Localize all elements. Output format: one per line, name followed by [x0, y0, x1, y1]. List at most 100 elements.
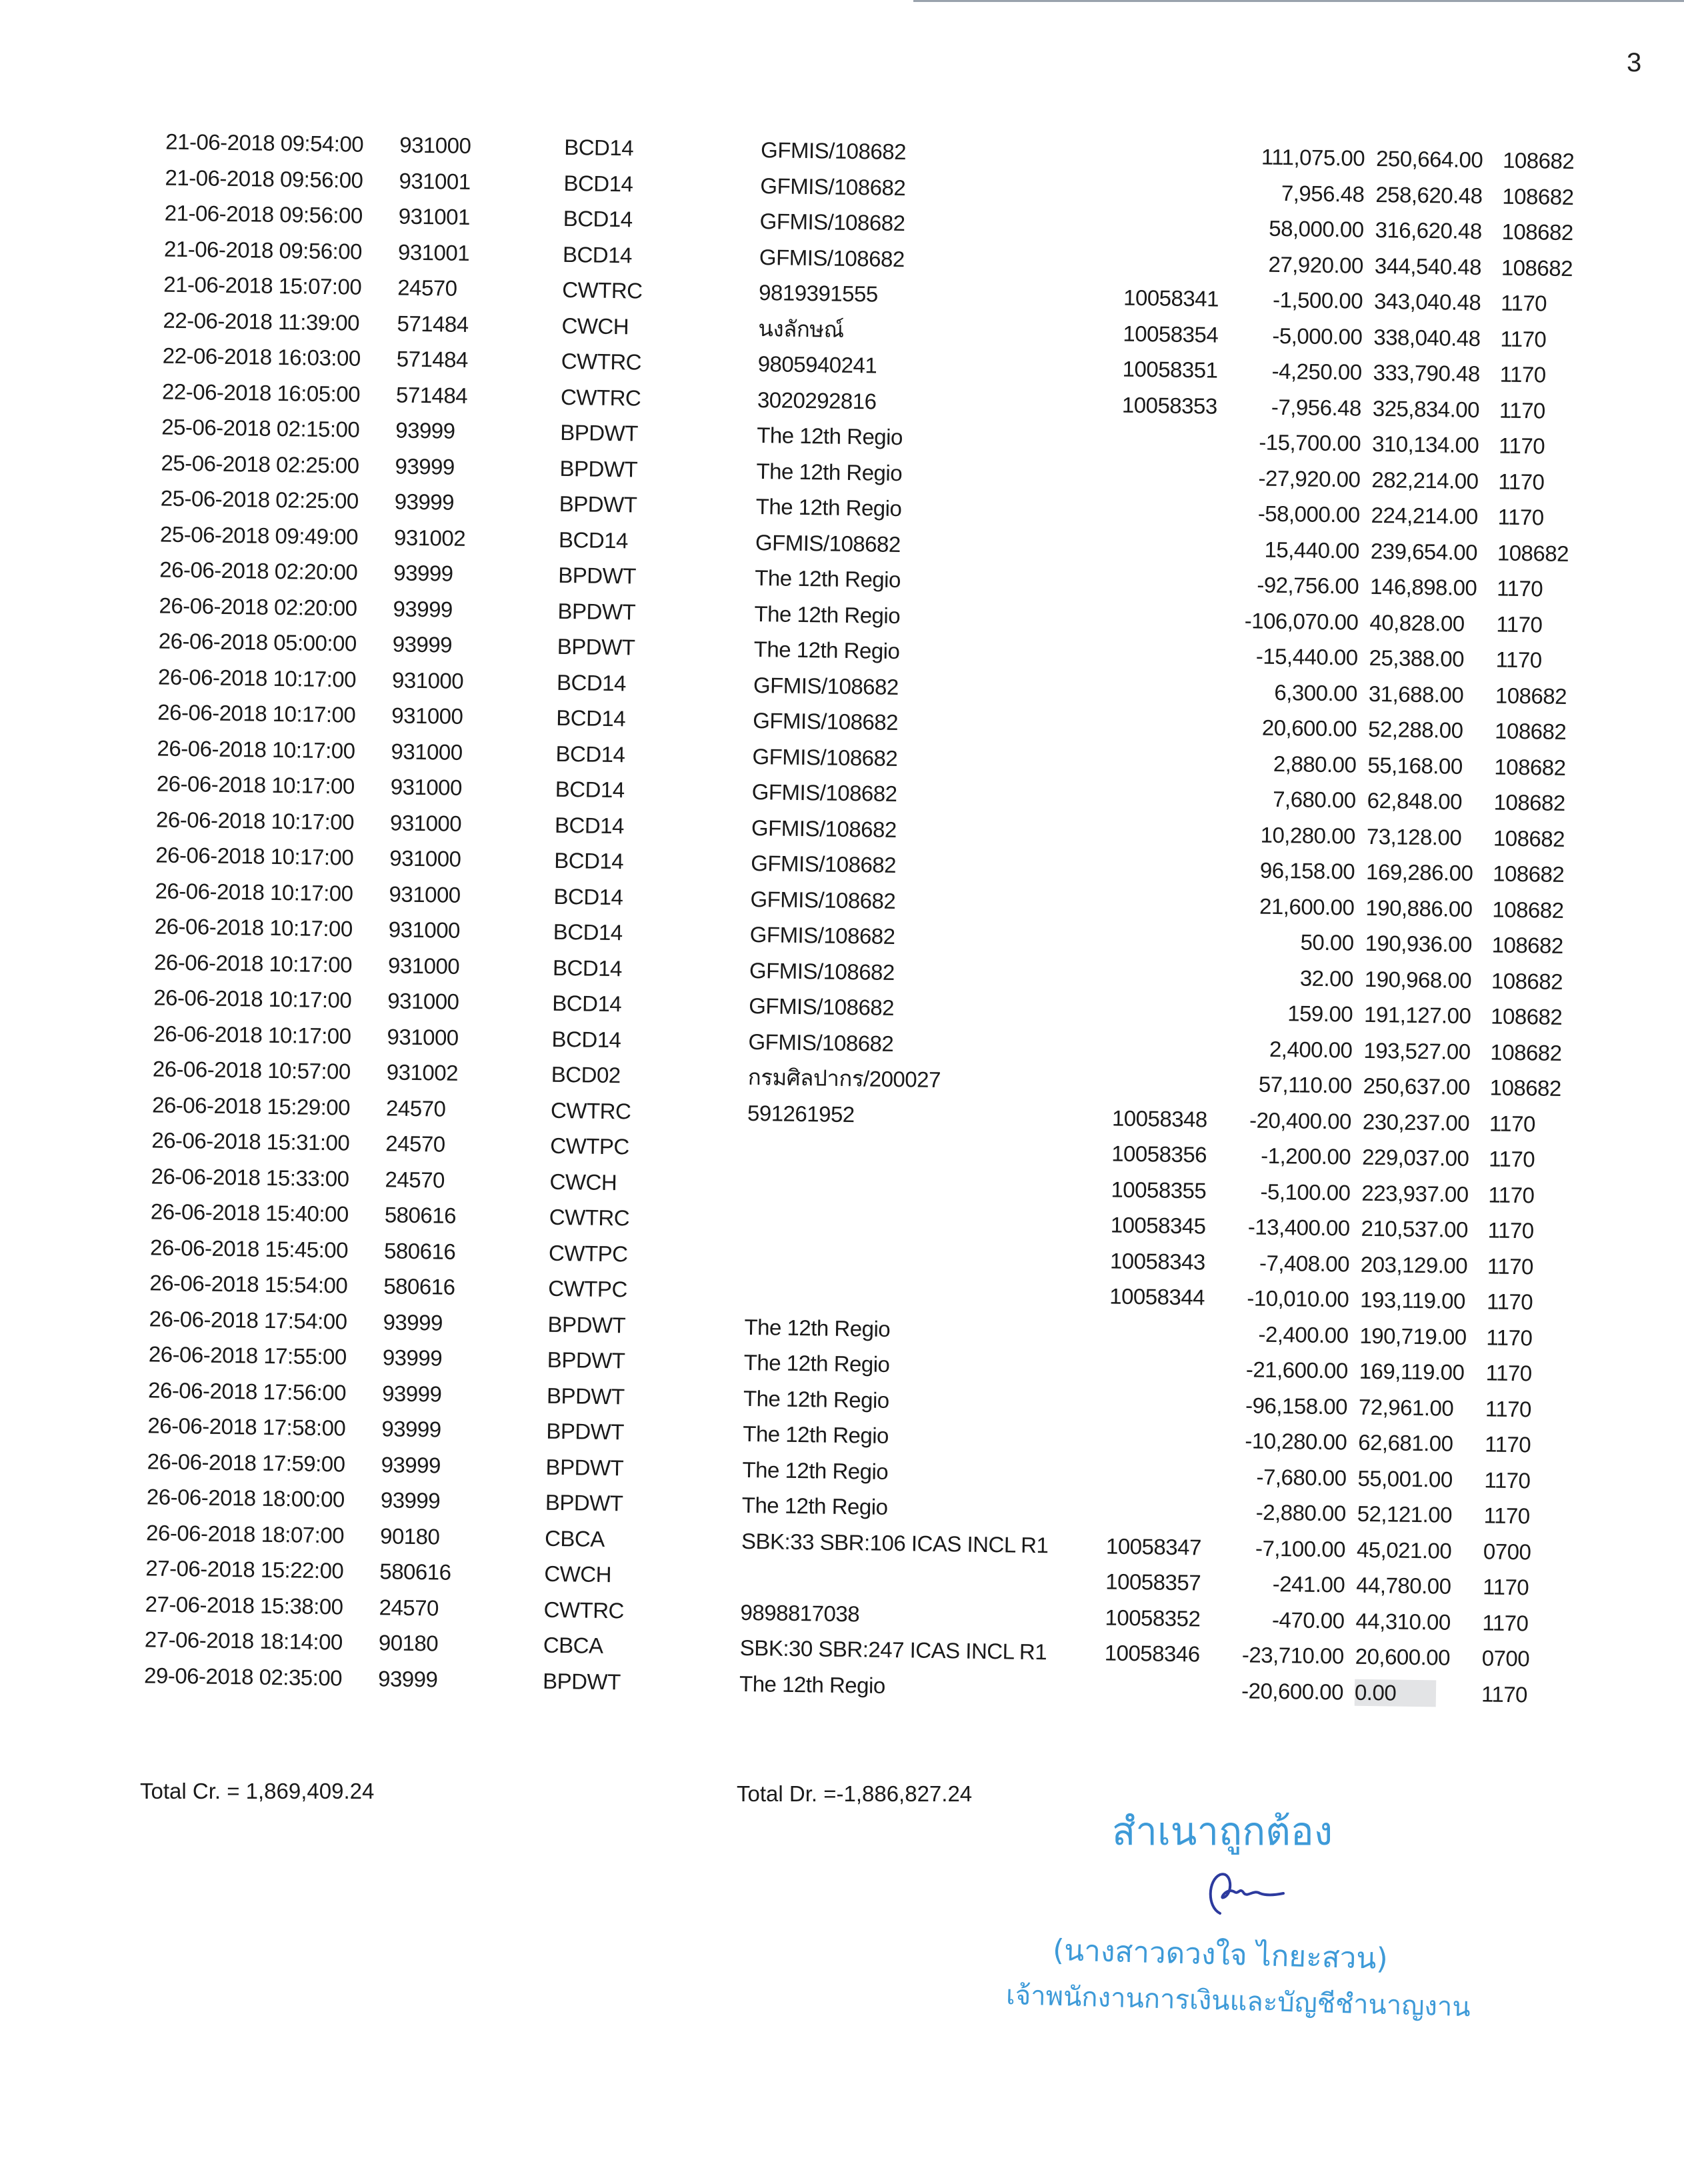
txn-document-no: 10058345	[1110, 1212, 1206, 1239]
txn-balance: 344,540.48	[1374, 253, 1482, 279]
txn-date: 25-06-2018 02:25:00	[160, 485, 359, 513]
txn-code: BPDWT	[545, 1489, 623, 1516]
txn-balance: 62,681.00	[1357, 1429, 1453, 1456]
txn-amount: 50.00	[1300, 929, 1354, 955]
txn-amount: -7,100.00	[1255, 1535, 1346, 1562]
txn-account: 108682	[1501, 219, 1573, 245]
txn-amount: -23,710.00	[1241, 1642, 1345, 1669]
txn-code: BPDWT	[545, 1454, 624, 1480]
txn-description: The 12th Regio	[756, 458, 903, 485]
txn-amount: 7,956.48	[1281, 180, 1365, 207]
txn-date: 27-06-2018 15:38:00	[145, 1591, 343, 1619]
txn-date: 21-06-2018 09:56:00	[163, 236, 363, 264]
txn-account: 0700	[1483, 1538, 1531, 1564]
txn-date: 22-06-2018 11:39:00	[163, 307, 360, 335]
txn-balance: 31,688.00	[1368, 681, 1464, 707]
txn-description: นงลักษณ์	[758, 315, 844, 342]
txn-account: 1170	[1487, 1217, 1534, 1243]
txn-code: BPDWT	[557, 633, 635, 660]
txn-account: 1170	[1498, 433, 1545, 459]
txn-ref: 931000	[388, 917, 461, 943]
txn-account: 1170	[1498, 469, 1545, 495]
txn-date: 25-06-2018 02:15:00	[161, 414, 360, 442]
handwritten-signature	[1209, 1873, 1285, 1915]
txn-date: 26-06-2018 10:17:00	[156, 771, 355, 799]
txn-ref: 93999	[383, 1309, 443, 1335]
txn-date: 26-06-2018 17:58:00	[147, 1413, 346, 1441]
txn-description: The 12th Regio	[744, 1314, 891, 1341]
txn-ref: 93999	[394, 489, 455, 515]
txn-code: BPDWT	[557, 598, 636, 625]
txn-date: 26-06-2018 10:17:00	[157, 735, 355, 763]
txn-balance: 310,134.00	[1371, 431, 1479, 458]
txn-account: 1170	[1487, 1253, 1534, 1279]
txn-date: 27-06-2018 18:14:00	[144, 1627, 343, 1655]
txn-description: The 12th Regio	[742, 1457, 889, 1484]
txn-description: The 12th Regio	[756, 423, 903, 450]
txn-amount: 96,158.00	[1259, 857, 1355, 884]
txn-description: GFMIS/108682	[748, 1029, 894, 1056]
txn-ref: 931002	[393, 524, 466, 551]
txn-description: GFMIS/108682	[760, 173, 906, 200]
txn-document-no: 10058341	[1123, 285, 1219, 311]
txn-description: The 12th Regio	[754, 601, 901, 628]
txn-balance: 72,961.00	[1358, 1394, 1454, 1421]
txn-amount: 27,920.00	[1268, 251, 1364, 278]
txn-description: GFMIS/108682	[753, 672, 899, 699]
txn-description: 9805940241	[757, 351, 877, 378]
txn-balance: 230,237.00	[1362, 1109, 1470, 1135]
txn-ref: 580616	[384, 1202, 457, 1228]
txn-amount: 58,000.00	[1269, 215, 1364, 242]
txn-description: The 12th Regio	[755, 494, 902, 521]
txn-description: GFMIS/108682	[759, 209, 905, 236]
txn-date: 26-06-2018 10:17:00	[155, 807, 355, 835]
txn-balance: 62,848.00	[1367, 787, 1463, 814]
txn-ref: 93999	[382, 1345, 443, 1371]
txn-code: CWTRC	[549, 1204, 630, 1231]
txn-balance: 25,388.00	[1369, 645, 1465, 671]
txn-date: 26-06-2018 05:00:00	[158, 628, 357, 656]
txn-code: BCD14	[555, 741, 625, 767]
txn-code: BCD14	[563, 134, 634, 161]
txn-ref: 931001	[398, 203, 471, 229]
txn-ref: 580616	[379, 1559, 451, 1585]
txn-document-no: 10058354	[1123, 321, 1219, 347]
txn-amount: 2,880.00	[1273, 751, 1357, 777]
txn-code: BPDWT	[542, 1668, 621, 1694]
txn-code: BCD14	[553, 883, 623, 909]
txn-balance: 338,040.48	[1373, 324, 1481, 351]
txn-code: BPDWT	[559, 455, 638, 482]
txn-ref: 931000	[391, 738, 463, 765]
txn-balance: 239,654.00	[1370, 538, 1478, 565]
txn-balance: 333,790.48	[1373, 359, 1481, 387]
txn-date: 21-06-2018 09:56:00	[165, 165, 363, 193]
txn-account: 1170	[1486, 1324, 1533, 1350]
txn-amount: -13,400.00	[1247, 1214, 1350, 1241]
txn-code: CWTPC	[550, 1133, 630, 1159]
txn-date: 26-06-2018 02:20:00	[159, 557, 358, 585]
txn-account: 108682	[1501, 255, 1573, 281]
txn-amount: -21,600.00	[1245, 1357, 1348, 1383]
txn-document-no: 10058355	[1111, 1177, 1207, 1203]
txn-account: 1170	[1489, 1110, 1536, 1136]
txn-code: CWTPC	[548, 1240, 628, 1266]
txn-date: 26-06-2018 18:00:00	[146, 1484, 345, 1512]
txn-balance: 258,620.48	[1375, 181, 1483, 208]
txn-balance: 40,828.00	[1369, 609, 1465, 636]
txn-ref: 93999	[392, 631, 453, 657]
txn-amount: 57,110.00	[1258, 1071, 1352, 1098]
txn-ref: 24570	[385, 1095, 446, 1121]
txn-code: BCD14	[553, 919, 623, 945]
txn-description: SBK:33 SBR:106 ICAS INCL R1	[741, 1528, 1049, 1557]
txn-date: 26-06-2018 17:55:00	[148, 1341, 347, 1369]
txn-date: 26-06-2018 10:17:00	[155, 842, 354, 870]
txn-description: กรมศิลปากร/200027	[747, 1064, 941, 1092]
txn-code: BCD14	[563, 205, 633, 232]
txn-code: BPDWT	[546, 1383, 625, 1409]
txn-balance: 45,021.00	[1356, 1537, 1452, 1563]
txn-description: GFMIS/108682	[752, 743, 898, 771]
txn-amount: -4,250.00	[1271, 358, 1362, 385]
txn-ref: 931000	[389, 881, 461, 907]
txn-document-no: 10058357	[1105, 1569, 1201, 1595]
txn-account: 1170	[1496, 611, 1543, 637]
